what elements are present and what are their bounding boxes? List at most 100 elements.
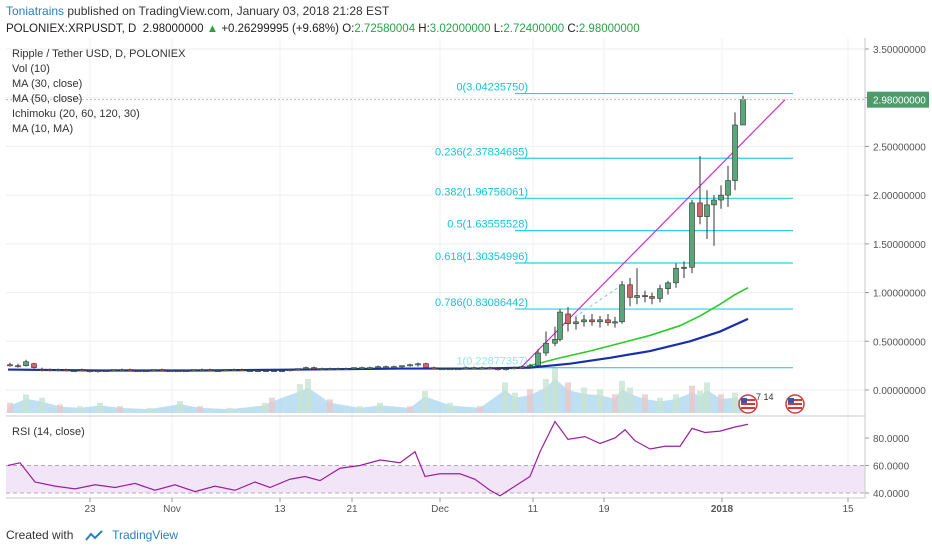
candle-body xyxy=(167,370,173,373)
time-tick-label: 13 xyxy=(274,504,286,515)
candle-body xyxy=(183,370,189,373)
event-icons: 7 14 xyxy=(738,392,805,414)
chart-background xyxy=(0,38,932,524)
author-link[interactable]: Toniatrains xyxy=(6,4,65,18)
price-change: +0.26299995 (+9.68%) xyxy=(221,23,339,35)
candle-body xyxy=(199,369,205,372)
candle-body xyxy=(573,321,579,325)
candle-body xyxy=(511,367,517,370)
volume-bar xyxy=(117,406,123,413)
candle-body xyxy=(447,368,453,371)
candle-body xyxy=(31,363,37,368)
volume-bar xyxy=(57,404,63,413)
candle-body xyxy=(175,370,181,373)
chart-svg[interactable]: 0(3.04235750) 0.236(2.37834685) 0.382(1.96… xyxy=(0,38,932,524)
candle-body xyxy=(327,368,333,371)
candle-body xyxy=(423,363,429,368)
candle-body xyxy=(391,366,397,369)
candle-body xyxy=(295,368,301,371)
created-with-label: Created with xyxy=(6,528,74,542)
axes: 3.500000003.000000002.500000002.00000000… xyxy=(6,38,929,515)
high-value: 3.02000000 xyxy=(429,23,491,35)
volume-bar xyxy=(642,394,648,413)
candle-body xyxy=(399,365,405,368)
volume-bar xyxy=(612,394,618,413)
event-count-label: 7 14 xyxy=(756,392,774,402)
candle-body xyxy=(642,295,648,297)
volume-bar xyxy=(697,390,703,413)
candle-body xyxy=(127,369,133,372)
candle-body xyxy=(740,99,746,126)
footer: Created with TradingView xyxy=(6,524,178,546)
tradingview-link[interactable]: TradingView xyxy=(112,528,179,542)
price-tick-label: 3.50000000 xyxy=(873,45,926,56)
price-tick-label: 1.00000000 xyxy=(873,289,926,300)
candle-body xyxy=(657,288,663,299)
volume-bar xyxy=(512,392,518,413)
candle-body xyxy=(79,369,85,372)
candle-body xyxy=(15,365,21,368)
volume-bar xyxy=(689,385,695,413)
candle-body xyxy=(255,370,261,373)
volume-area xyxy=(6,378,748,413)
candle-body xyxy=(95,370,101,373)
rsi-legend: RSI (14, close) xyxy=(12,426,85,438)
candle-body xyxy=(535,352,541,366)
low-value: 2.72400000 xyxy=(503,23,565,35)
volume-bar xyxy=(227,407,233,413)
candle-body xyxy=(159,369,165,372)
ichimoku-guide-line xyxy=(574,282,626,318)
up-arrow-icon: ▲ xyxy=(206,23,219,35)
volume-bar xyxy=(269,397,275,413)
candle-body xyxy=(71,370,77,373)
us-flag-icon[interactable] xyxy=(738,394,758,414)
candle-body xyxy=(287,369,293,372)
fib-level-label: 1(0.22877357) xyxy=(456,356,528,368)
candle-body xyxy=(581,319,587,323)
rsi-tick-label: 40.0000 xyxy=(873,489,910,500)
candle-body xyxy=(519,366,525,369)
candle-body xyxy=(495,368,501,371)
symbol-label: POLONIEX:XRPUSDT, D xyxy=(6,23,137,35)
candle-body xyxy=(479,367,485,370)
ma30-line xyxy=(529,286,749,367)
candle-body xyxy=(247,370,253,373)
current-price-label: 2.98000000 xyxy=(873,96,926,107)
rsi-band-layer xyxy=(6,465,865,494)
volume-bar xyxy=(357,406,363,413)
candle-body xyxy=(351,367,357,370)
candle-body xyxy=(649,296,655,299)
candle-body xyxy=(407,364,413,367)
rsi-line xyxy=(7,420,749,497)
candle-body xyxy=(627,284,633,298)
ohlc-line: POLONIEX:XRPUSDT, D 2.98000000 ▲ +0.2629… xyxy=(6,20,926,38)
publish-line: Toniatrains published on TradingView.com… xyxy=(6,2,926,20)
candle-body xyxy=(527,365,533,368)
us-flag-icon[interactable] xyxy=(785,394,805,414)
volume-bar xyxy=(527,389,533,413)
candle-body xyxy=(103,370,109,373)
volume-bar xyxy=(704,382,710,413)
volume-bar xyxy=(619,380,625,413)
volume-bar xyxy=(543,379,549,413)
candle-body xyxy=(725,180,731,196)
time-tick-label: Dec xyxy=(431,504,449,515)
candle-body xyxy=(215,370,221,373)
candle-body xyxy=(135,370,141,373)
volume-bar xyxy=(97,402,103,413)
candle-body xyxy=(415,363,421,366)
trend-line xyxy=(519,99,786,369)
candle-body xyxy=(319,368,325,371)
price-tick-label: 2.00000000 xyxy=(873,191,926,202)
candle-body xyxy=(665,282,671,289)
volume-bar xyxy=(581,387,587,413)
close-value: 2.98000000 xyxy=(578,23,640,35)
candle-body xyxy=(271,370,277,373)
candle-body xyxy=(279,370,285,373)
volume-bar xyxy=(147,407,153,413)
candle-body xyxy=(231,369,237,372)
volume-bar xyxy=(447,402,453,413)
volume-bars xyxy=(6,367,748,413)
volume-bar xyxy=(657,397,663,413)
